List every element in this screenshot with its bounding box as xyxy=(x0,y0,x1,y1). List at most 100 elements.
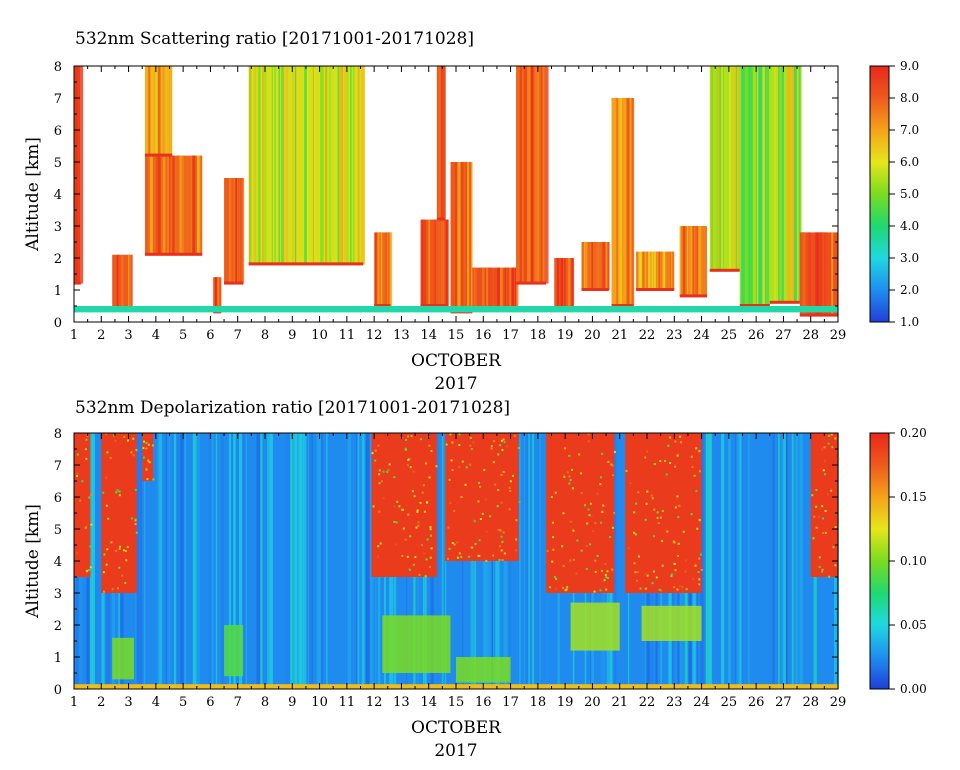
x-tick-label: 4 xyxy=(152,328,160,343)
heatmap-column xyxy=(148,66,150,156)
heatmap-cell-noise xyxy=(411,490,414,493)
heatmap-cell-noise xyxy=(146,478,149,481)
depolarization-x-ticks: 1 2 3 4 5 6 7 8 9 10 11 12 13 14 15 16 17 18 19 20 21 22 23 24 2… xyxy=(70,433,846,710)
heatmap-cell-noise xyxy=(113,434,116,437)
y-tick-label: 7 xyxy=(54,459,62,474)
heatmap-cell-noise xyxy=(465,466,468,469)
heatmap-column xyxy=(343,66,347,265)
heatmap-cell-noise xyxy=(508,486,511,489)
heatmap-cell-noise xyxy=(105,433,108,436)
heatmap-cell-noise xyxy=(473,520,476,523)
heatmap-cell-noise xyxy=(562,586,565,589)
colorbar-tick-label: 6.0 xyxy=(900,155,919,169)
heatmap-column xyxy=(299,433,304,689)
x-tick-label: 14 xyxy=(420,695,437,710)
heatmap-column xyxy=(116,254,119,310)
heatmap-column xyxy=(128,254,131,310)
heatmap-cell-noise xyxy=(415,526,418,529)
heatmap-cell-noise xyxy=(145,441,148,444)
heatmap-cell-noise xyxy=(145,468,148,471)
heatmap-cell-noise xyxy=(483,468,486,471)
heatmap-column xyxy=(281,66,284,265)
depolarization-title: 532nm Depolarization ratio [20171001-201… xyxy=(75,398,510,418)
heatmap-cell-noise xyxy=(404,447,407,450)
colorbar-tick-label: 0.05 xyxy=(900,618,927,632)
heatmap-cell-noise xyxy=(472,518,475,521)
heatmap-column xyxy=(178,433,182,689)
heatmap-column xyxy=(626,98,629,306)
heatmap-cell-noise xyxy=(644,587,647,590)
colorbar-tick-label: 0.00 xyxy=(900,682,927,696)
heatmap-column xyxy=(194,155,197,255)
heatmap-column xyxy=(359,66,363,265)
heatmap-cell-noise xyxy=(698,557,701,560)
heatmap-column xyxy=(199,155,202,255)
heatmap-column xyxy=(695,226,698,297)
y-tick-label: 3 xyxy=(54,587,62,602)
heatmap-column xyxy=(164,66,167,156)
heatmap-cell-noise xyxy=(135,449,138,452)
heatmap-column xyxy=(748,433,750,689)
heatmap-column xyxy=(526,66,530,284)
heatmap-cell-noise xyxy=(111,588,114,591)
heatmap-cell-noise xyxy=(105,504,108,507)
x-tick-label: 17 xyxy=(502,328,519,343)
heatmap-column xyxy=(597,242,600,290)
heatmap-column xyxy=(671,251,673,290)
heatmap-cell-noise xyxy=(402,527,405,530)
heatmap-cell-noise xyxy=(606,577,609,580)
x-tick-label: 26 xyxy=(748,328,765,343)
heatmap-cell-noise xyxy=(815,505,818,508)
heatmap-column xyxy=(321,66,325,265)
heatmap-cell-noise xyxy=(600,521,603,524)
heatmap-cell-noise xyxy=(602,504,605,507)
heatmap-cell-noise xyxy=(673,586,676,589)
y-tick-label: 1 xyxy=(54,284,62,299)
heatmap-cell-noise xyxy=(501,540,504,543)
heatmap-column xyxy=(159,433,163,689)
heatmap-column xyxy=(699,226,703,297)
heatmap-cell-noise xyxy=(500,473,503,476)
heatmap-cell-noise xyxy=(396,500,399,503)
heatmap-cell-noise xyxy=(685,588,688,591)
heatmap-cell-noise xyxy=(425,558,428,561)
heatmap-cell-noise xyxy=(692,578,695,581)
heatmap-column xyxy=(490,267,494,310)
heatmap-column xyxy=(178,155,182,255)
heatmap-cell-noise xyxy=(653,508,656,511)
heatmap-column xyxy=(682,226,686,297)
heatmap-cell-noise xyxy=(412,470,415,473)
heatmap-cell-noise xyxy=(604,573,607,576)
heatmap-column xyxy=(783,433,786,689)
heatmap-column xyxy=(671,251,674,290)
heatmap-cell-noise xyxy=(824,473,827,476)
x-tick-label: 22 xyxy=(639,328,656,343)
x-tick-label: 21 xyxy=(611,695,628,710)
heatmap-cell-noise xyxy=(152,478,155,481)
heatmap-cloud-base xyxy=(224,281,244,285)
heatmap-cell-noise xyxy=(497,489,500,492)
heatmap-column xyxy=(704,433,707,689)
heatmap-column xyxy=(445,219,449,306)
heatmap-column xyxy=(196,155,200,255)
heatmap-column xyxy=(802,232,806,316)
heatmap-cell-noise xyxy=(416,509,419,512)
heatmap-cell-noise xyxy=(126,546,129,549)
heatmap-column xyxy=(711,433,714,689)
heatmap-column xyxy=(241,178,245,284)
heatmap-column xyxy=(757,66,759,306)
heatmap-cell-noise xyxy=(481,512,484,515)
heatmap-cell-noise xyxy=(812,537,815,540)
heatmap-cell-noise xyxy=(583,504,586,507)
x-tick-label: 12 xyxy=(366,328,383,343)
heatmap-cell-noise xyxy=(109,457,112,460)
heatmap-cell-noise xyxy=(612,474,615,477)
heatmap-cell-noise xyxy=(656,511,659,514)
heatmap-column xyxy=(607,242,610,290)
heatmap-cell-noise xyxy=(408,458,411,461)
heatmap-cell-noise xyxy=(658,588,661,591)
heatmap-cell-noise xyxy=(460,556,463,559)
heatmap-cell-noise xyxy=(76,472,79,475)
heatmap-column xyxy=(255,66,257,265)
heatmap-cell-noise xyxy=(472,441,475,444)
